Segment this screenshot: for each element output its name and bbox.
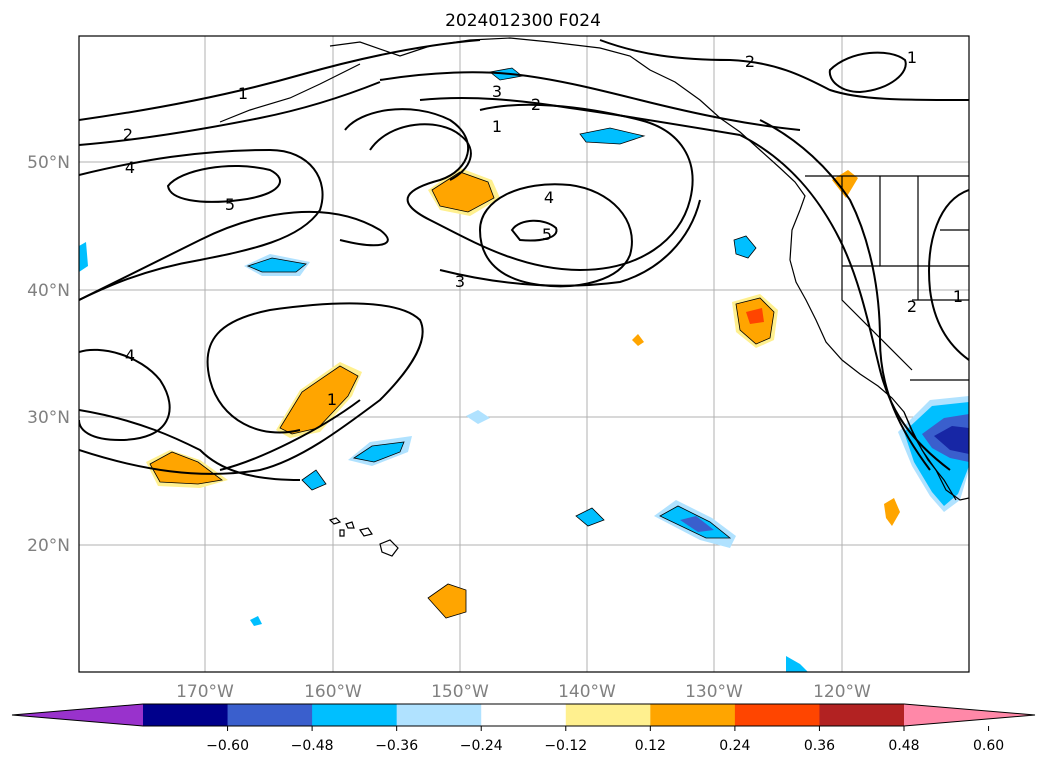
- colorbar-outline: [11, 703, 1036, 727]
- contour-label: 2: [745, 52, 755, 71]
- contour-label: 4: [544, 188, 554, 207]
- colorbar: −0.60 −0.48 −0.36 −0.24 −0.12 0.12 0.24 0.36 0.4…: [11, 703, 1036, 754]
- colorbar-tick-label: 0.24: [719, 738, 750, 754]
- colorbar-extend-min: [12, 704, 143, 726]
- lat-label: 40°N: [27, 281, 70, 301]
- colorbar-segment: [312, 704, 398, 726]
- lon-label: 170°W: [176, 682, 234, 702]
- contour-label: 1: [953, 287, 963, 306]
- colorbar-segment: [734, 704, 820, 726]
- lon-label: 140°W: [558, 682, 616, 702]
- contour-label: 1: [327, 390, 337, 409]
- contour-label: 2: [123, 125, 133, 144]
- height-contours: [79, 39, 969, 481]
- negative-anomaly: [79, 68, 969, 672]
- colorbar-segment: [650, 704, 736, 726]
- contour-label: 5: [542, 225, 552, 244]
- colorbar-tick-label: 0.36: [804, 738, 835, 754]
- colorbar-segment: [819, 704, 905, 726]
- colorbar-extend-max: [904, 704, 1035, 726]
- colorbar-tick-label: −0.12: [544, 738, 587, 754]
- lat-label: 20°N: [27, 536, 70, 556]
- contour-label: 1: [907, 48, 917, 67]
- contour-label: 2: [531, 95, 541, 114]
- positive-anomaly: [146, 168, 900, 618]
- colorbar-segment: [565, 704, 651, 726]
- colorbar-tick-label: 0.60: [973, 738, 1004, 754]
- contour-label: 1: [238, 84, 248, 103]
- contour-label: 3: [492, 82, 502, 101]
- contour-label-group: 1 2 4 5 3 1 2 4 5 3 4 1 2 1 2 1: [123, 48, 963, 409]
- colorbar-tick-label: 0.48: [888, 738, 919, 754]
- colorbar-tick-label: −0.36: [375, 738, 418, 754]
- colorbar-segment: [481, 704, 567, 726]
- anomaly-outlines: [149, 67, 775, 619]
- lat-label: 50°N: [27, 153, 70, 173]
- graticule: [79, 36, 969, 672]
- lon-label: 130°W: [685, 682, 743, 702]
- map-frame: [78, 35, 970, 673]
- lat-label: 30°N: [27, 408, 70, 428]
- contour-label: 4: [125, 158, 135, 177]
- contour-label: 4: [125, 346, 135, 365]
- colorbar-segment: [227, 704, 313, 726]
- lon-label: 120°W: [813, 682, 871, 702]
- coastlines: [219, 37, 969, 557]
- figure-title: 2024012300 F024: [445, 11, 601, 31]
- contour-label: 2: [907, 297, 917, 316]
- colorbar-tick-label: −0.24: [460, 738, 503, 754]
- latitude-labels: 20°N 30°N 40°N 50°N: [27, 153, 70, 556]
- contour-label: 5: [225, 195, 235, 214]
- longitude-labels: 170°W 160°W 150°W 140°W 130°W 120°W: [176, 682, 871, 702]
- colorbar-segment: [143, 704, 229, 726]
- contour-label: 1: [492, 117, 502, 136]
- lon-label: 150°W: [431, 682, 489, 702]
- colorbar-tick-label: −0.60: [206, 738, 249, 754]
- lon-label: 160°W: [304, 682, 362, 702]
- colorbar-tick-label: 0.12: [635, 738, 666, 754]
- colorbar-segment: [396, 704, 482, 726]
- colorbar-tick-label: −0.48: [291, 738, 334, 754]
- map-area: 1 2 4 5 3 1 2 4 5 3 4 1 2 1 2 1: [79, 36, 969, 672]
- contour-label: 3: [455, 272, 465, 291]
- anomaly-fills: [79, 68, 969, 672]
